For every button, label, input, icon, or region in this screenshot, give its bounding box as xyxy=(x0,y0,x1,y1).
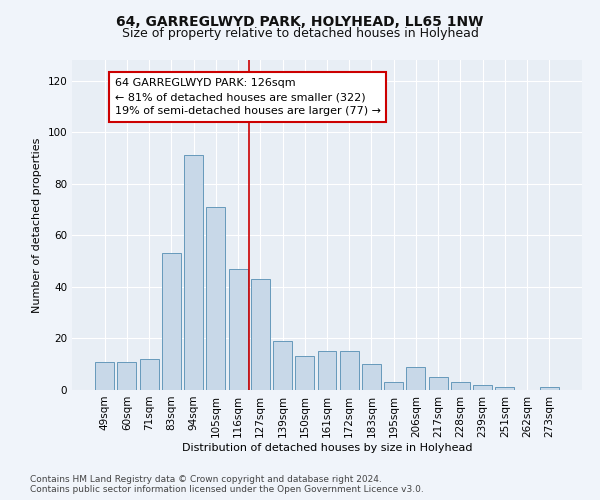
Bar xyxy=(317,352,337,390)
Bar xyxy=(451,382,470,390)
Bar xyxy=(162,254,181,390)
Bar xyxy=(295,356,314,390)
Bar xyxy=(251,279,270,390)
Bar xyxy=(406,367,425,390)
Bar xyxy=(184,156,203,390)
Text: Contains HM Land Registry data © Crown copyright and database right 2024.: Contains HM Land Registry data © Crown c… xyxy=(30,475,382,484)
Bar xyxy=(384,382,403,390)
Text: 64, GARREGLWYD PARK, HOLYHEAD, LL65 1NW: 64, GARREGLWYD PARK, HOLYHEAD, LL65 1NW xyxy=(116,15,484,29)
Bar xyxy=(340,352,359,390)
Text: Size of property relative to detached houses in Holyhead: Size of property relative to detached ho… xyxy=(122,28,478,40)
Bar xyxy=(118,362,136,390)
Bar xyxy=(206,207,225,390)
Text: Contains public sector information licensed under the Open Government Licence v3: Contains public sector information licen… xyxy=(30,485,424,494)
Y-axis label: Number of detached properties: Number of detached properties xyxy=(32,138,42,312)
Bar xyxy=(540,388,559,390)
Bar xyxy=(140,359,158,390)
Bar xyxy=(473,385,492,390)
Bar xyxy=(229,269,248,390)
Bar xyxy=(95,362,114,390)
Bar xyxy=(429,377,448,390)
X-axis label: Distribution of detached houses by size in Holyhead: Distribution of detached houses by size … xyxy=(182,442,472,452)
Bar xyxy=(362,364,381,390)
Text: 64 GARREGLWYD PARK: 126sqm
← 81% of detached houses are smaller (322)
19% of sem: 64 GARREGLWYD PARK: 126sqm ← 81% of deta… xyxy=(115,78,380,116)
Bar xyxy=(273,341,292,390)
Bar xyxy=(496,388,514,390)
